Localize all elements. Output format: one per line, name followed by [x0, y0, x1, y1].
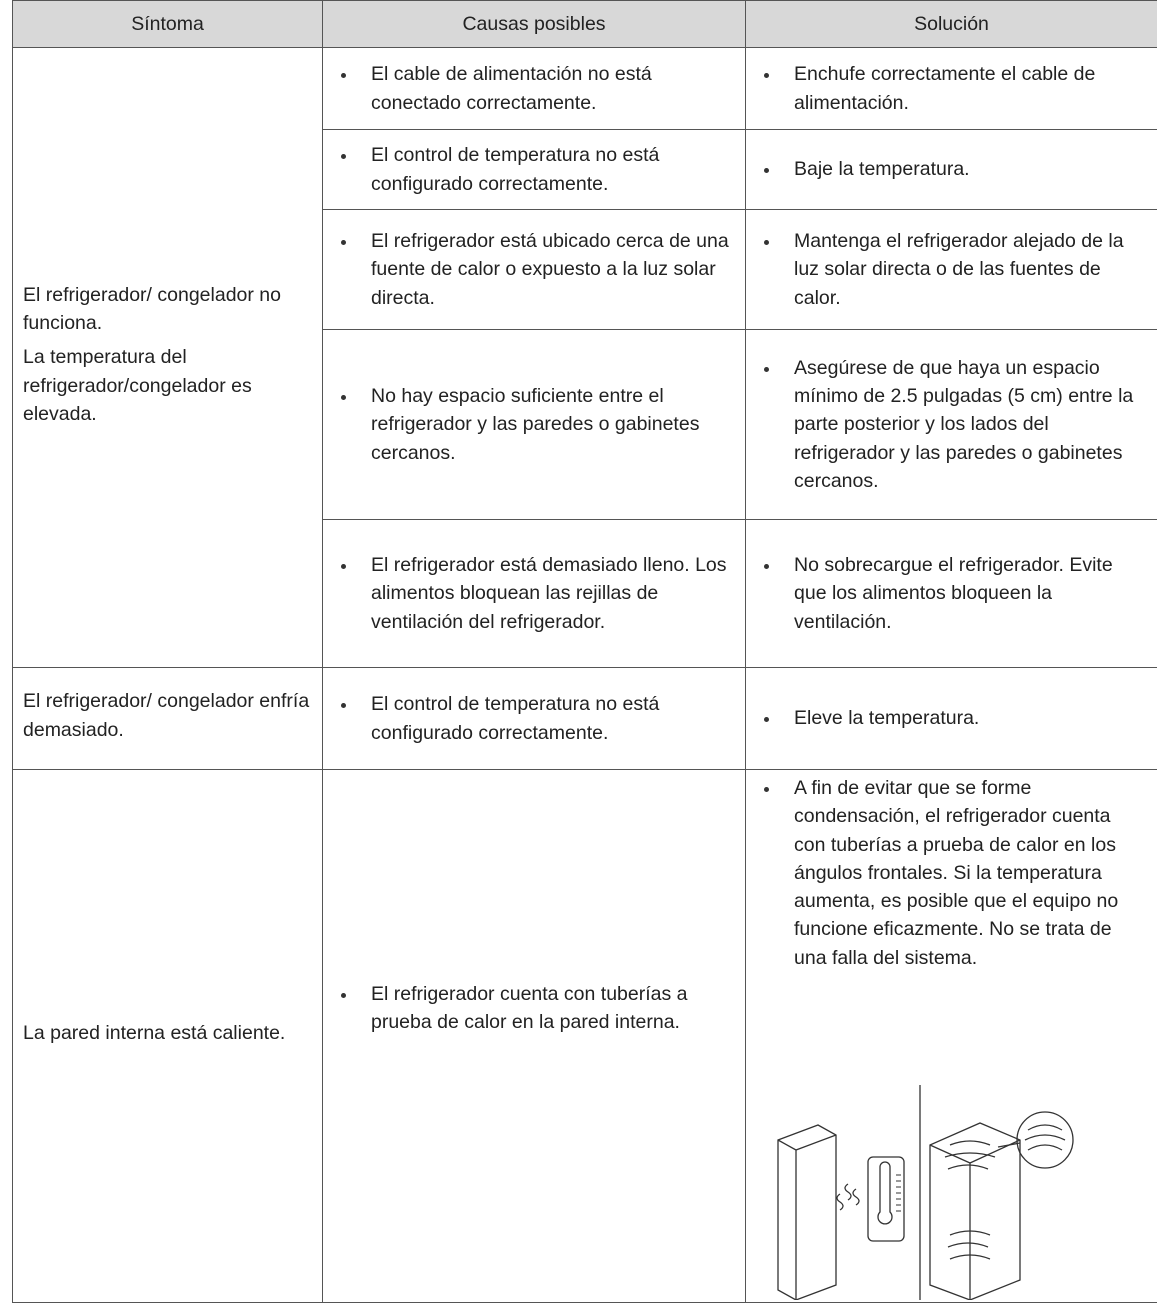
troubleshooting-table: Síntoma Causas posibles Solución El refr… — [12, 0, 1157, 1303]
solution-cell: Enchufe correctamente el cable de alimen… — [745, 47, 1157, 130]
solution-text: Baje la temperatura. — [758, 155, 1147, 183]
header-cell: Síntoma — [12, 0, 323, 48]
cause-cell: No hay espacio suficiente entre el refri… — [322, 329, 746, 520]
solution-text: Enchufe correctamente el cable de alimen… — [758, 60, 1147, 117]
solution-cell: No sobrecargue el refrigerador. Evite qu… — [745, 519, 1157, 668]
cause-cell: El cable de alimentación no está conecta… — [322, 47, 746, 130]
solution-text: Mantenga el refrigerador alejado de la l… — [758, 227, 1147, 312]
symptom-cell: El refrigerador/ congelador no funciona.… — [12, 47, 323, 668]
solution-text: No sobrecargue el refrigerador. Evite qu… — [758, 551, 1147, 636]
symptom-text: La pared interna está caliente. — [23, 1021, 286, 1044]
solution-cell: Asegúrese de que haya un espacio mínimo … — [745, 329, 1157, 520]
solution-text: A fin de evitar que se forme condensació… — [758, 774, 1147, 972]
table-row: El refrigerador está demasiado lleno. Lo… — [13, 519, 1157, 668]
illustration — [777, 1085, 1074, 1300]
header-cell: Causas posibles — [322, 0, 746, 48]
cause-text: El refrigerador cuenta con tuberías a pr… — [335, 980, 735, 1037]
cause-cell: El control de temperatura no está config… — [322, 667, 746, 770]
table-row: El refrigerador está ubicado cerca de un… — [13, 209, 1157, 330]
table-row: El refrigerador/ congelador enfría demas… — [12, 667, 1157, 770]
solution-cell: Eleve la temperatura. — [745, 667, 1157, 770]
table-row: No hay espacio suficiente entre el refri… — [13, 329, 1157, 520]
header-cell: Solución — [745, 0, 1157, 48]
solution-text: Asegúrese de que haya un espacio mínimo … — [758, 354, 1147, 495]
cause-text: El control de temperatura no está config… — [335, 690, 735, 747]
solution-cell: A fin de evitar que se forme condensació… — [745, 769, 1157, 1303]
cause-text: El cable de alimentación no está conecta… — [335, 60, 735, 117]
solution-cell: Mantenga el refrigerador alejado de la l… — [745, 209, 1157, 330]
cause-cell: El control de temperatura no está config… — [322, 129, 746, 210]
symptom-cell: La pared interna está caliente. — [12, 769, 323, 1303]
solution-cell: Baje la temperatura. — [745, 129, 1157, 210]
symptom-text: La temperatura del refrigerador/congelad… — [23, 346, 252, 425]
cause-cell: El refrigerador está demasiado lleno. Lo… — [322, 519, 746, 668]
cause-text: El refrigerador está ubicado cerca de un… — [335, 227, 735, 312]
cause-text: No hay espacio suficiente entre el refri… — [335, 382, 735, 467]
table-body: El refrigerador/ congelador no funciona.… — [12, 47, 1157, 1303]
symptom-text: El refrigerador/ congelador no funciona. — [23, 283, 281, 335]
symptom-text: El refrigerador/ congelador enfría demas… — [23, 690, 310, 741]
table-row: El control de temperatura no está config… — [13, 129, 1157, 210]
table-row: La pared interna está caliente. El refrig… — [12, 769, 1157, 1303]
header-row: Síntoma Causas posibles Solución — [12, 0, 1157, 48]
table-row: El refrigerador/ congelador no funciona.… — [12, 47, 1157, 668]
cause-cell: El refrigerador cuenta con tuberías a pr… — [322, 769, 746, 1303]
symptom-cell: El refrigerador/ congelador enfría demas… — [12, 667, 323, 770]
solution-text: Eleve la temperatura. — [758, 704, 1147, 732]
cause-text: El control de temperatura no está config… — [335, 141, 735, 198]
cause-cell: El refrigerador está ubicado cerca de un… — [322, 209, 746, 330]
cause-text: El refrigerador está demasiado lleno. Lo… — [335, 551, 735, 636]
